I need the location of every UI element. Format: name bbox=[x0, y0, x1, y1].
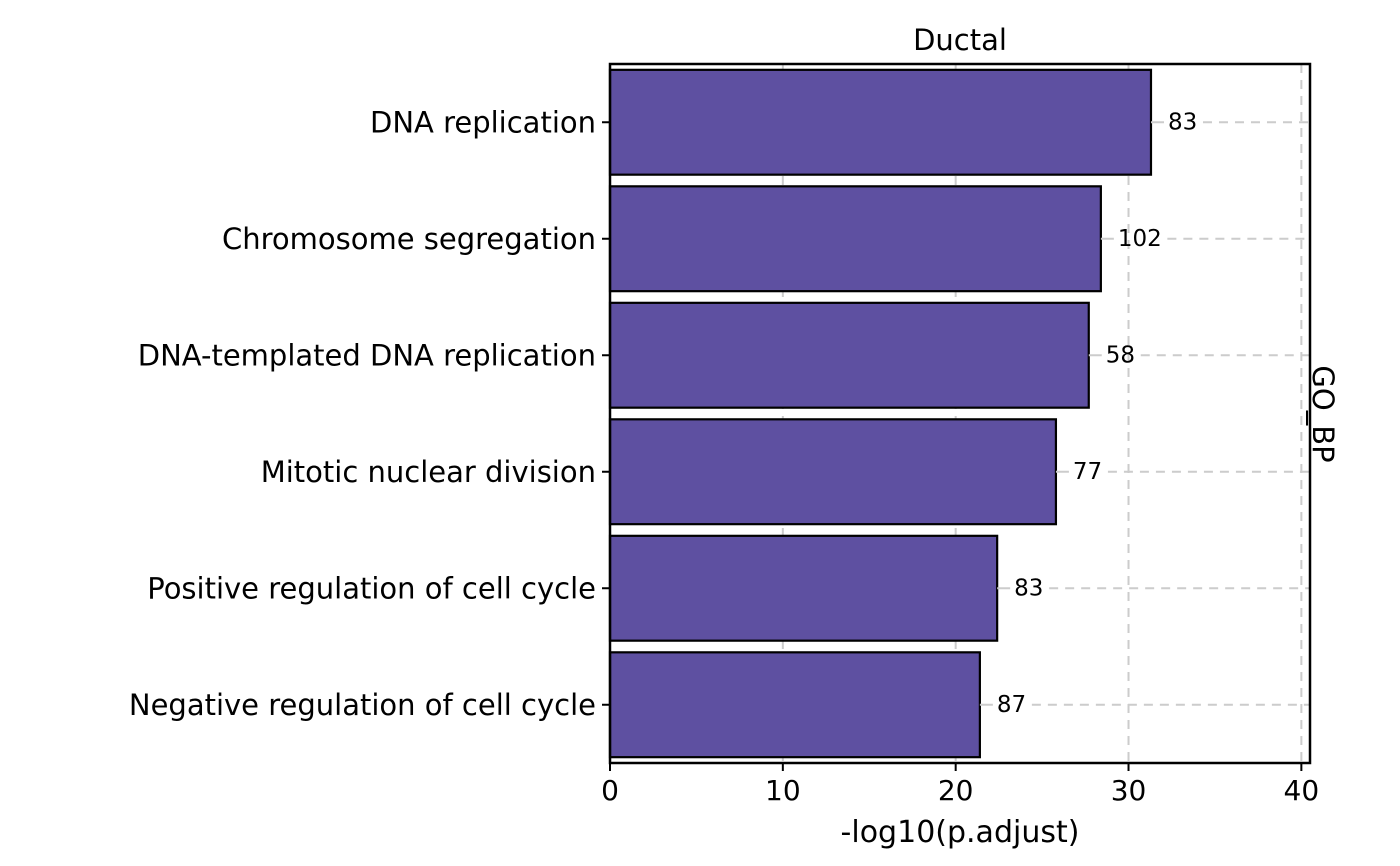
category-label: Negative regulation of cell cycle bbox=[129, 688, 596, 722]
category-label: Mitotic nuclear division bbox=[261, 455, 596, 489]
bar bbox=[608, 534, 999, 642]
bar-count-label: 83 bbox=[1014, 575, 1043, 601]
y-axis: DNA replication Chromosome segregation DNA… bbox=[129, 105, 610, 722]
category-label: DNA-templated DNA replication bbox=[138, 338, 596, 372]
bar-count-label: 102 bbox=[1118, 226, 1162, 252]
x-tick-label: 40 bbox=[1284, 774, 1320, 807]
bar-count-label: 83 bbox=[1168, 109, 1197, 135]
x-tick-label: 10 bbox=[765, 774, 801, 807]
x-tick-label: 0 bbox=[601, 774, 619, 807]
bar bbox=[608, 418, 1058, 526]
bar bbox=[608, 68, 1153, 176]
facet-strip-label: GO_BP bbox=[1306, 365, 1340, 462]
label-guides bbox=[979, 121, 1310, 706]
category-label: Positive regulation of cell cycle bbox=[147, 571, 596, 605]
data-labels: 83 102 58 77 83 87 bbox=[997, 109, 1197, 718]
bar bbox=[608, 651, 981, 759]
bars bbox=[608, 68, 1153, 759]
category-label: Chromosome segregation bbox=[222, 222, 596, 256]
bar bbox=[608, 301, 1090, 409]
x-axis: 0 10 20 30 40 bbox=[601, 763, 1319, 807]
x-tick-label: 30 bbox=[1111, 774, 1147, 807]
x-tick-label: 20 bbox=[938, 774, 974, 807]
chart-title: Ductal bbox=[913, 23, 1007, 57]
plot-panel-border bbox=[608, 62, 1312, 765]
bar-count-label: 87 bbox=[997, 692, 1026, 718]
bar bbox=[608, 185, 1102, 293]
x-axis-title: -log10(p.adjust) bbox=[841, 815, 1080, 850]
bar-count-label: 77 bbox=[1073, 459, 1102, 485]
category-label: DNA replication bbox=[370, 105, 596, 139]
bar-count-label: 58 bbox=[1106, 342, 1135, 368]
